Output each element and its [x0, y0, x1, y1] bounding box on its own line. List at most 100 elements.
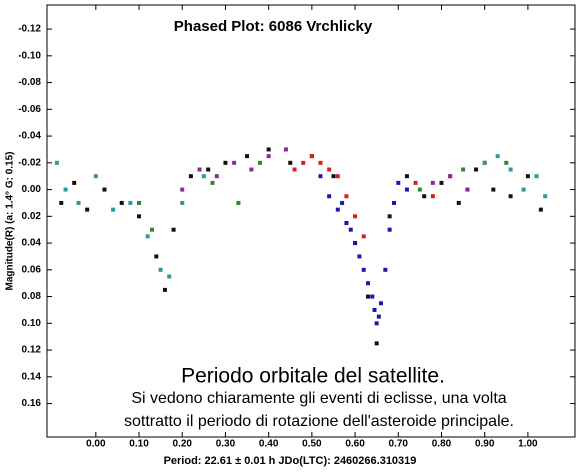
data-point [154, 254, 159, 259]
data-point [137, 200, 142, 205]
data-point [232, 160, 237, 165]
data-point [374, 341, 379, 346]
data-point [102, 187, 107, 192]
data-point [361, 234, 366, 239]
x-tick-label: 0.40 [259, 439, 279, 450]
data-point [461, 167, 466, 172]
data-point [344, 221, 349, 226]
data-point [266, 154, 271, 159]
data-point [344, 194, 349, 199]
data-point [521, 187, 526, 192]
x-tick-label: 0.20 [173, 439, 193, 450]
data-point [301, 160, 306, 165]
data-point [404, 174, 409, 179]
x-tick-label: 1.00 [518, 439, 538, 450]
y-tick-label: 0.06 [22, 264, 42, 275]
data-point [128, 200, 133, 205]
data-point [197, 167, 202, 172]
data-point [430, 194, 435, 199]
x-axis-label: Period: 22.61 ± 0.01 h JDo(LTC): 2460266… [164, 455, 417, 467]
y-tick-label: -0.08 [18, 77, 41, 88]
data-point [413, 180, 418, 185]
data-point [63, 187, 68, 192]
data-point [266, 147, 271, 152]
data-point [361, 267, 366, 272]
data-point [76, 200, 81, 205]
data-point [214, 174, 219, 179]
data-point [249, 167, 254, 172]
data-point [158, 267, 163, 272]
x-tick-label: 0.00 [86, 439, 106, 450]
x-tick-label: 0.50 [302, 439, 322, 450]
y-tick-label: -0.12 [18, 24, 41, 35]
data-point [366, 281, 371, 286]
x-tick-label: 0.30 [216, 439, 236, 450]
data-point [348, 227, 353, 232]
y-tick-label: -0.04 [18, 131, 41, 142]
data-point [372, 307, 377, 312]
data-point [482, 160, 487, 165]
data-point [396, 180, 401, 185]
data-point [210, 180, 215, 185]
marks [54, 147, 548, 346]
data-point [430, 180, 435, 185]
data-point [508, 194, 513, 199]
data-point [353, 241, 358, 246]
data-point [378, 301, 383, 306]
annotation: sottratto il periodo di rotazione dell'a… [124, 413, 514, 430]
data-point [422, 194, 427, 199]
data-point [309, 154, 314, 159]
data-point [149, 227, 154, 232]
data-point [538, 207, 543, 212]
data-point [383, 267, 388, 272]
annotation: Si vedono chiaramente gli eventi di ecli… [131, 390, 506, 407]
data-point [180, 187, 185, 192]
data-point [72, 180, 77, 185]
data-point [54, 160, 59, 165]
data-point [171, 227, 176, 232]
data-point [292, 167, 297, 172]
data-point [119, 200, 124, 205]
y-axis-label: Magnitude(R) (a: 1.4° G: 0.15) [5, 151, 16, 290]
data-point [111, 207, 116, 212]
data-point [495, 154, 500, 159]
data-point [180, 200, 185, 205]
y-tick-label: 0.00 [22, 184, 42, 195]
data-point [223, 160, 228, 165]
data-point [504, 160, 509, 165]
data-point [288, 160, 293, 165]
y-tick-label: -0.02 [18, 157, 41, 168]
annotation: Periodo orbitale del satellite. [181, 365, 445, 388]
y-tick-label: 0.14 [22, 371, 42, 382]
data-point [327, 167, 332, 172]
data-point [534, 174, 539, 179]
y-tick-label: 0.16 [22, 398, 42, 409]
data-point [331, 174, 336, 179]
y-tick-label: 0.10 [22, 318, 42, 329]
data-point [318, 174, 323, 179]
data-point [456, 200, 461, 205]
data-point [340, 200, 345, 205]
plot-frame [46, 4, 576, 438]
y-tick-label: -0.10 [18, 50, 41, 61]
y-tick-label: 0.12 [22, 345, 42, 356]
data-point [353, 214, 358, 219]
data-point [370, 294, 375, 299]
x-tick-label: 0.70 [389, 439, 409, 450]
data-point [448, 174, 453, 179]
data-point [327, 194, 332, 199]
y-tick-label: 0.02 [22, 211, 42, 222]
y-tick-label: -0.06 [18, 104, 41, 115]
data-point [236, 200, 241, 205]
data-point [491, 187, 496, 192]
data-point [335, 207, 340, 212]
data-point [366, 294, 371, 299]
data-point [85, 207, 90, 212]
data-point [59, 200, 64, 205]
data-point [465, 187, 470, 192]
data-point [391, 200, 396, 205]
data-point [245, 154, 250, 159]
data-point [93, 174, 98, 179]
y-tick-label: 0.04 [22, 238, 42, 249]
